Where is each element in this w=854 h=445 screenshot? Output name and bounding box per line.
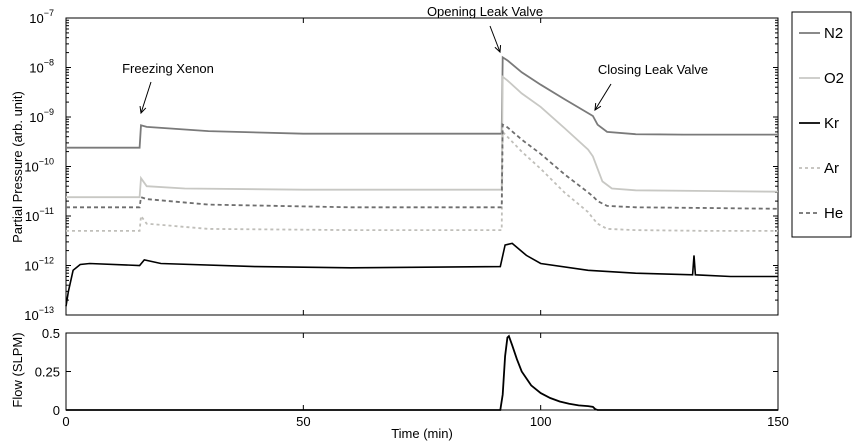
annotation-arrow	[140, 81, 152, 114]
series-line-o2	[66, 74, 779, 199]
flow-series-line	[66, 334, 778, 411]
annotation-label: Opening Leak Valve	[427, 4, 543, 19]
y-tick-label: 10−7	[29, 8, 54, 26]
pressure-y-ticks: 10−7 10−8 10−9 10−10 10−11 10−12 10−13	[24, 8, 778, 323]
legend-frame	[791, 11, 852, 238]
flow-panel: 0 0.25 0.5 0 50 100 150 Flow (SLPM) Time (min)	[10, 326, 789, 441]
annotation-arrow	[594, 83, 612, 111]
flow-x-tick-label: 50	[296, 414, 310, 429]
y-tick-label: 10−13	[24, 305, 54, 323]
pressure-y-axis-label: Partial Pressure (arb. unit)	[10, 91, 25, 243]
y-tick-label: 10−9	[29, 107, 54, 125]
y-tick-label: 10−10	[24, 157, 54, 175]
annotation-arrowhead	[139, 105, 147, 115]
legend-items: N2 O2 Kr Ar He	[799, 25, 844, 222]
flow-y-tick-label: 0.25	[35, 365, 60, 380]
flow-x-tick-label: 150	[767, 414, 789, 429]
series-line-he	[66, 123, 779, 210]
legend-label-he: He	[824, 205, 843, 222]
legend-label-ar: Ar	[824, 160, 839, 177]
flow-y-tick-label: 0	[53, 403, 60, 418]
annotation-label: Freezing Xenon	[122, 61, 214, 76]
flow-x-axis-label: Time (min)	[391, 426, 453, 441]
annotation-label: Closing Leak Valve	[598, 62, 708, 77]
flow-series-group	[66, 334, 778, 411]
flow-y-tick-label: 0.5	[42, 326, 60, 341]
y-tick-label: 10−11	[25, 206, 54, 224]
annotation-arrowhead	[494, 44, 502, 54]
flow-y-axis-label: Flow (SLPM)	[10, 332, 25, 407]
y-tick-label: 10−12	[24, 256, 54, 274]
pressure-annotations: Freezing Xenon Opening Leak Valve Closing …	[122, 4, 708, 115]
legend-label-kr: Kr	[824, 115, 839, 132]
series-line-n2	[66, 55, 778, 149]
y-tick-label: 10−8	[29, 58, 54, 76]
flow-ticks: 0 0.25 0.5 0 50 100 150	[35, 326, 789, 429]
pressure-x-ticks	[65, 18, 779, 315]
pressure-panel: 10−7 10−8 10−9 10−10 10−11 10−12 10−13 Partial…	[10, 4, 779, 323]
legend-label-n2: N2	[824, 25, 843, 42]
flow-plot-frame	[65, 332, 779, 411]
flow-x-tick-label: 100	[530, 414, 552, 429]
legend: N2 O2 Kr Ar He	[791, 11, 852, 238]
flow-x-tick-label: 0	[62, 414, 69, 429]
annotation-arrow	[489, 25, 501, 53]
series-line-ar	[66, 129, 778, 232]
series-line-kr	[65, 242, 778, 307]
pressure-series-group	[65, 55, 779, 307]
annotation-arrowhead	[594, 102, 602, 111]
legend-label-o2: O2	[824, 70, 844, 87]
